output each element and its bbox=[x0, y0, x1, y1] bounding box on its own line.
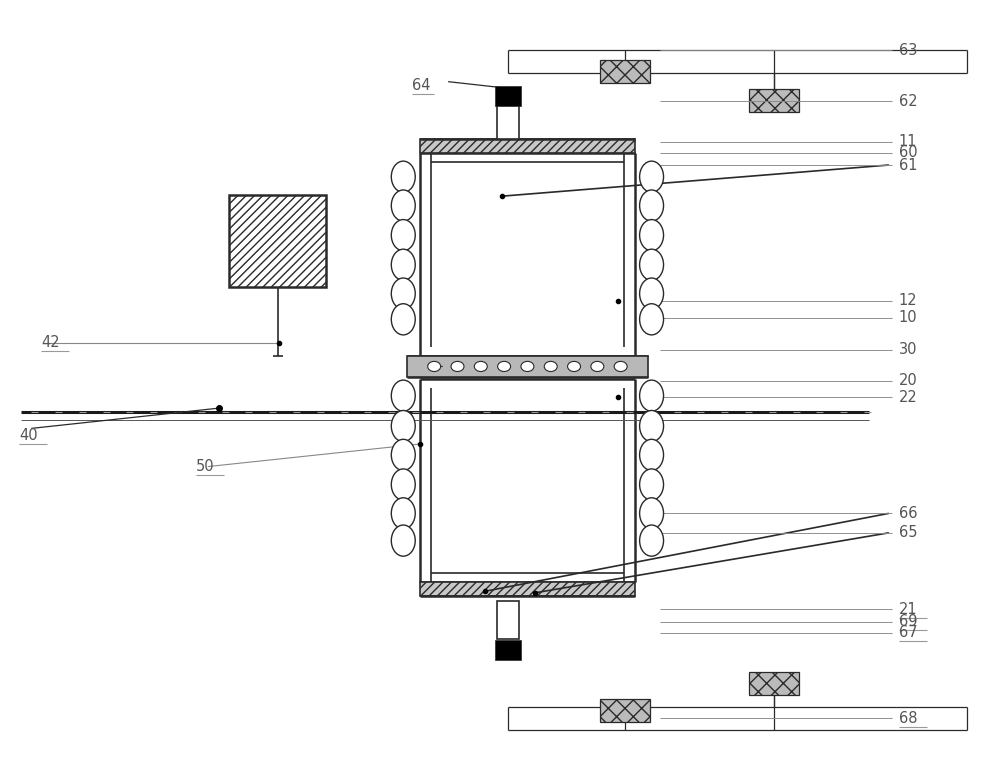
Bar bbox=[497, 601, 519, 639]
Text: 64: 64 bbox=[412, 78, 431, 93]
Circle shape bbox=[498, 361, 511, 371]
Circle shape bbox=[568, 361, 581, 371]
Bar bbox=[749, 88, 799, 112]
Ellipse shape bbox=[391, 303, 415, 335]
Text: 60: 60 bbox=[899, 145, 918, 160]
Ellipse shape bbox=[640, 469, 664, 500]
Text: 10: 10 bbox=[899, 310, 918, 325]
Ellipse shape bbox=[391, 439, 415, 471]
Text: 69: 69 bbox=[899, 614, 917, 630]
Circle shape bbox=[591, 361, 604, 371]
Text: 67: 67 bbox=[899, 625, 918, 640]
Text: 68: 68 bbox=[899, 711, 917, 726]
Ellipse shape bbox=[640, 498, 664, 529]
Ellipse shape bbox=[640, 249, 664, 281]
Bar bbox=[495, 86, 521, 106]
Text: 63: 63 bbox=[899, 43, 917, 58]
Ellipse shape bbox=[391, 249, 415, 281]
Ellipse shape bbox=[640, 439, 664, 471]
Ellipse shape bbox=[391, 161, 415, 192]
Ellipse shape bbox=[391, 525, 415, 556]
Circle shape bbox=[544, 361, 557, 371]
Circle shape bbox=[428, 361, 441, 371]
Ellipse shape bbox=[391, 498, 415, 529]
Text: 61: 61 bbox=[899, 157, 917, 173]
Ellipse shape bbox=[391, 380, 415, 411]
Bar bbox=[600, 60, 650, 83]
Ellipse shape bbox=[640, 278, 664, 309]
Bar bbox=[495, 640, 521, 660]
Bar bbox=[407, 356, 648, 377]
Circle shape bbox=[474, 361, 487, 371]
Circle shape bbox=[451, 361, 464, 371]
Ellipse shape bbox=[640, 161, 664, 192]
Text: 20: 20 bbox=[899, 373, 918, 389]
Text: 11: 11 bbox=[899, 135, 917, 149]
Text: 42: 42 bbox=[41, 335, 60, 350]
Text: 66: 66 bbox=[899, 506, 917, 521]
Ellipse shape bbox=[391, 278, 415, 309]
Ellipse shape bbox=[391, 411, 415, 442]
Bar bbox=[229, 196, 326, 287]
Circle shape bbox=[521, 361, 534, 371]
Bar bbox=[420, 139, 635, 153]
Ellipse shape bbox=[640, 525, 664, 556]
Ellipse shape bbox=[391, 469, 415, 500]
Ellipse shape bbox=[640, 220, 664, 251]
Text: 30: 30 bbox=[899, 343, 917, 357]
Bar bbox=[420, 582, 635, 596]
Text: 21: 21 bbox=[899, 601, 918, 617]
Ellipse shape bbox=[640, 190, 664, 221]
Bar bbox=[600, 699, 650, 722]
Ellipse shape bbox=[640, 411, 664, 442]
Ellipse shape bbox=[640, 303, 664, 335]
Bar bbox=[497, 102, 519, 139]
Circle shape bbox=[614, 361, 627, 371]
Bar bbox=[749, 672, 799, 695]
Ellipse shape bbox=[640, 380, 664, 411]
Text: 22: 22 bbox=[899, 389, 918, 405]
Ellipse shape bbox=[391, 190, 415, 221]
Text: 40: 40 bbox=[19, 428, 38, 443]
Text: 12: 12 bbox=[899, 293, 918, 308]
Text: 50: 50 bbox=[196, 459, 214, 474]
Text: 65: 65 bbox=[899, 526, 917, 540]
Text: 62: 62 bbox=[899, 94, 918, 109]
Ellipse shape bbox=[391, 220, 415, 251]
